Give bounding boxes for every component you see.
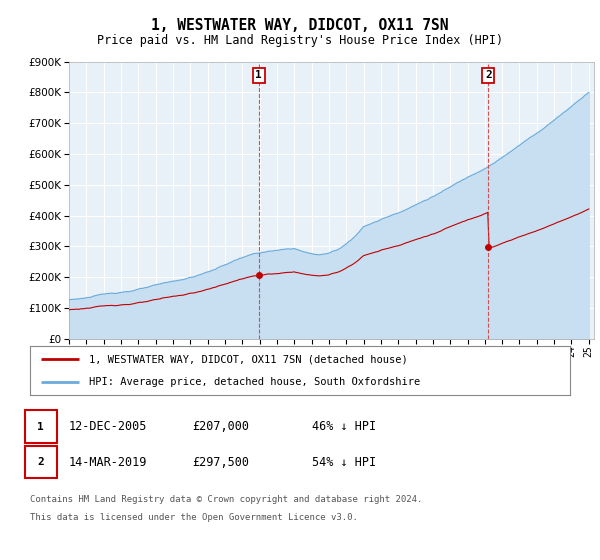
- Text: 2: 2: [485, 71, 491, 81]
- Text: 1: 1: [37, 422, 44, 432]
- Text: 2: 2: [37, 457, 44, 467]
- Text: Price paid vs. HM Land Registry's House Price Index (HPI): Price paid vs. HM Land Registry's House …: [97, 34, 503, 47]
- Text: HPI: Average price, detached house, South Oxfordshire: HPI: Average price, detached house, Sout…: [89, 377, 421, 388]
- Text: 1: 1: [256, 71, 262, 81]
- Text: 1, WESTWATER WAY, DIDCOT, OX11 7SN: 1, WESTWATER WAY, DIDCOT, OX11 7SN: [151, 18, 449, 32]
- Text: Contains HM Land Registry data © Crown copyright and database right 2024.: Contains HM Land Registry data © Crown c…: [30, 495, 422, 504]
- Text: 54% ↓ HPI: 54% ↓ HPI: [312, 455, 376, 469]
- Text: £207,000: £207,000: [192, 420, 249, 433]
- Text: 46% ↓ HPI: 46% ↓ HPI: [312, 420, 376, 433]
- Text: 1, WESTWATER WAY, DIDCOT, OX11 7SN (detached house): 1, WESTWATER WAY, DIDCOT, OX11 7SN (deta…: [89, 354, 408, 365]
- Text: £297,500: £297,500: [192, 455, 249, 469]
- Text: This data is licensed under the Open Government Licence v3.0.: This data is licensed under the Open Gov…: [30, 513, 358, 522]
- Text: 14-MAR-2019: 14-MAR-2019: [69, 455, 148, 469]
- Text: 12-DEC-2005: 12-DEC-2005: [69, 420, 148, 433]
